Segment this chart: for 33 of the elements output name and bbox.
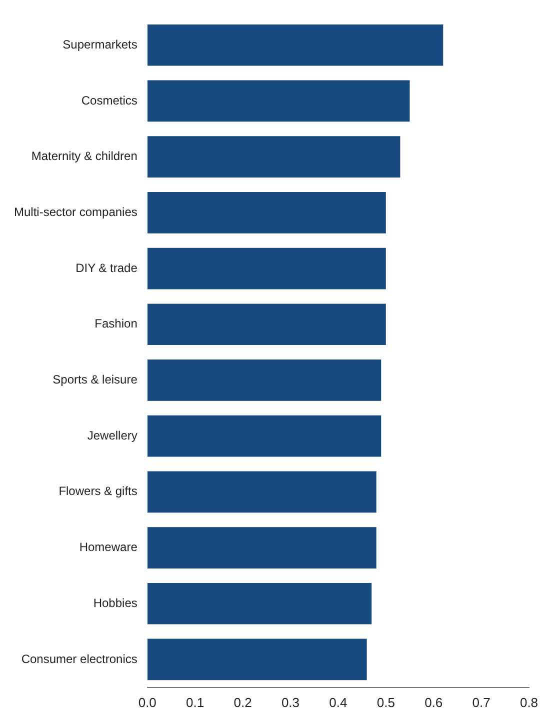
bar: [147, 192, 386, 234]
x-tick-label: 0.6: [424, 694, 443, 710]
y-tick-label: Homeware: [79, 540, 138, 554]
bar: [147, 24, 444, 66]
y-tick-label: Consumer electronics: [21, 652, 138, 666]
bar: [147, 471, 376, 513]
bar: [147, 80, 410, 122]
bar: [147, 527, 376, 568]
x-tick-label: 0.3: [281, 694, 300, 710]
bar: [147, 248, 386, 290]
bar: [147, 360, 382, 401]
x-tick-label: 0.5: [376, 694, 395, 710]
y-tick-label: Cosmetics: [81, 93, 138, 108]
y-tick-label: Jewellery: [87, 428, 138, 442]
y-tick-label: Flowers & gifts: [58, 484, 138, 498]
x-tick-label: 0.8: [520, 694, 538, 710]
y-tick-label: Hobbies: [93, 596, 138, 610]
x-tick-label: 0.4: [329, 694, 348, 710]
x-tick-label: 0.1: [186, 694, 204, 710]
bar: [147, 638, 367, 680]
text: 0.0: [138, 694, 156, 710]
y-tick-label: Supermarkets: [62, 37, 138, 52]
bar: [147, 136, 400, 178]
bar: [147, 304, 386, 346]
y-tick-label: DIY & trade: [76, 260, 138, 275]
y-tick-label: Sports & leisure: [52, 372, 138, 387]
y-tick-label: Fashion: [94, 316, 138, 331]
x-tick-label: 0.7: [472, 694, 490, 710]
x-tick-label: 0.2: [234, 694, 252, 710]
bar: [147, 582, 372, 624]
y-tick-label: Maternity & children: [31, 149, 138, 164]
y-tick-label: Multi-sector companies: [14, 204, 138, 219]
bar: [147, 415, 382, 457]
